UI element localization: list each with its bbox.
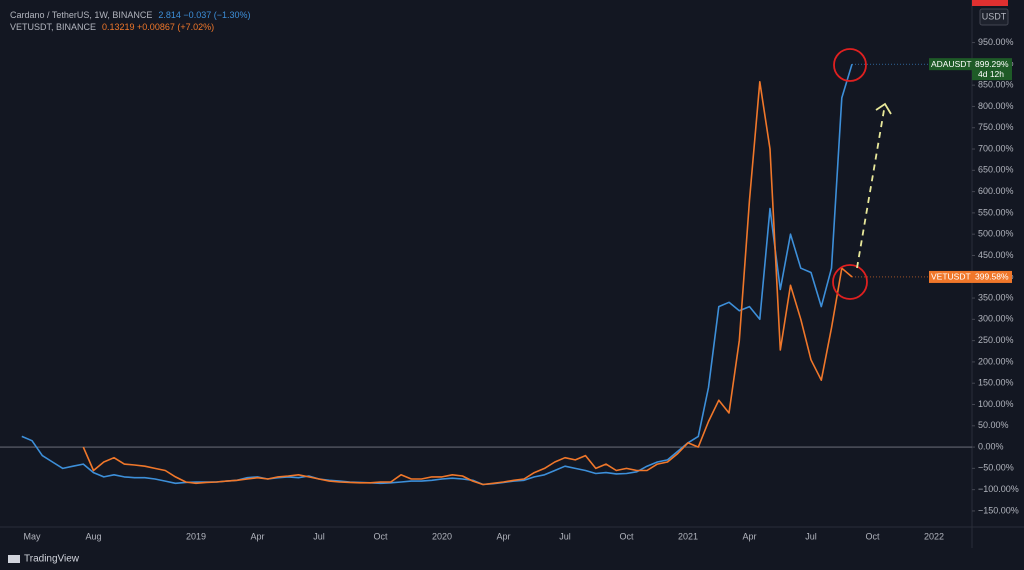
brand-logo — [8, 555, 20, 563]
header-quote: 2.814 −0.037 (−1.30%) — [158, 10, 250, 20]
y-tick-label: 800.00% — [978, 101, 1014, 111]
y-tick-label: 200.00% — [978, 356, 1014, 366]
x-tick-label: Oct — [619, 531, 634, 541]
y-tick-label: 600.00% — [978, 186, 1014, 196]
y-tick-label: 450.00% — [978, 250, 1014, 260]
highlight-circle — [833, 48, 867, 82]
y-tick-label: 850.00% — [978, 80, 1014, 90]
y-tick-label: 0.00% — [978, 441, 1004, 451]
currency-button[interactable] — [979, 8, 1009, 26]
x-tick-label: Apr — [496, 531, 510, 541]
x-tick-label: Oct — [373, 531, 388, 541]
price-tag — [972, 58, 1012, 81]
series-name-tag — [929, 270, 972, 283]
highlight-circle — [832, 264, 868, 300]
y-tick-label: 100.00% — [978, 399, 1014, 409]
price-tag — [972, 270, 1012, 283]
x-tick-label: 2021 — [678, 531, 698, 541]
header-symbol-text: VETUSDT, BINANCE — [10, 22, 96, 32]
y-tick-label: −50.00% — [978, 463, 1014, 473]
y-tick-label: 250.00% — [978, 335, 1014, 345]
brand: TradingView — [24, 554, 80, 565]
y-tick-label: −100.00% — [978, 484, 1019, 494]
countdown: 4d 12h — [978, 69, 1004, 79]
y-tick-label: 950.00% — [978, 37, 1014, 47]
price-tag-label: 899.29% — [975, 59, 1009, 69]
header-quote: 0.13219 +0.00867 (+7.02%) — [102, 22, 214, 32]
x-tick-label: Apr — [250, 531, 264, 541]
top-tag — [972, 0, 1008, 6]
header-symbol: VETUSDT, BINANCE 0.13219 +0.00867 (+7.02%… — [10, 22, 214, 32]
x-tick-label: Jul — [805, 531, 817, 541]
header-symbol: Cardano / TetherUS, 1W, BINANCE 2.814 −0.… — [10, 10, 250, 20]
projection-arrow — [856, 102, 892, 269]
price-tag-label: 399.58% — [975, 272, 1009, 282]
plot — [0, 63, 972, 486]
series-line — [21, 63, 853, 486]
y-tick-label: 150.00% — [978, 378, 1014, 388]
y-tick-label: 300.00% — [978, 314, 1014, 324]
y-tick-label: 650.00% — [978, 165, 1014, 175]
currency: USDT — [982, 11, 1007, 21]
y-tick-label: 700.00% — [978, 143, 1014, 153]
header-symbol-text: Cardano / TetherUS, 1W, BINANCE — [10, 10, 152, 20]
x-tick-label: 2020 — [432, 531, 452, 541]
y-tick-label: 550.00% — [978, 207, 1014, 217]
y-tick-label: 350.00% — [978, 292, 1014, 302]
footer — [0, 548, 1024, 570]
x-tick-label: 2022 — [924, 531, 944, 541]
series-name: ADAUSDT — [931, 59, 972, 69]
series-name-tag — [929, 58, 972, 71]
x-tick-label: May — [23, 531, 41, 541]
x-tick-label: Oct — [865, 531, 880, 541]
y-tick-label: 750.00% — [978, 122, 1014, 132]
y-tick-label: 500.00% — [978, 229, 1014, 239]
x-tick-label: Jul — [313, 531, 325, 541]
x-tick-label: 2019 — [186, 531, 206, 541]
y-tick-label: −150.00% — [978, 505, 1019, 515]
x-tick-label: Apr — [742, 531, 756, 541]
series-line — [82, 81, 853, 486]
x-tick-label: Aug — [85, 531, 101, 541]
y-tick-label: 50.00% — [978, 420, 1009, 430]
series-name: VETUSDT — [931, 272, 971, 282]
x-tick-label: Jul — [559, 531, 571, 541]
